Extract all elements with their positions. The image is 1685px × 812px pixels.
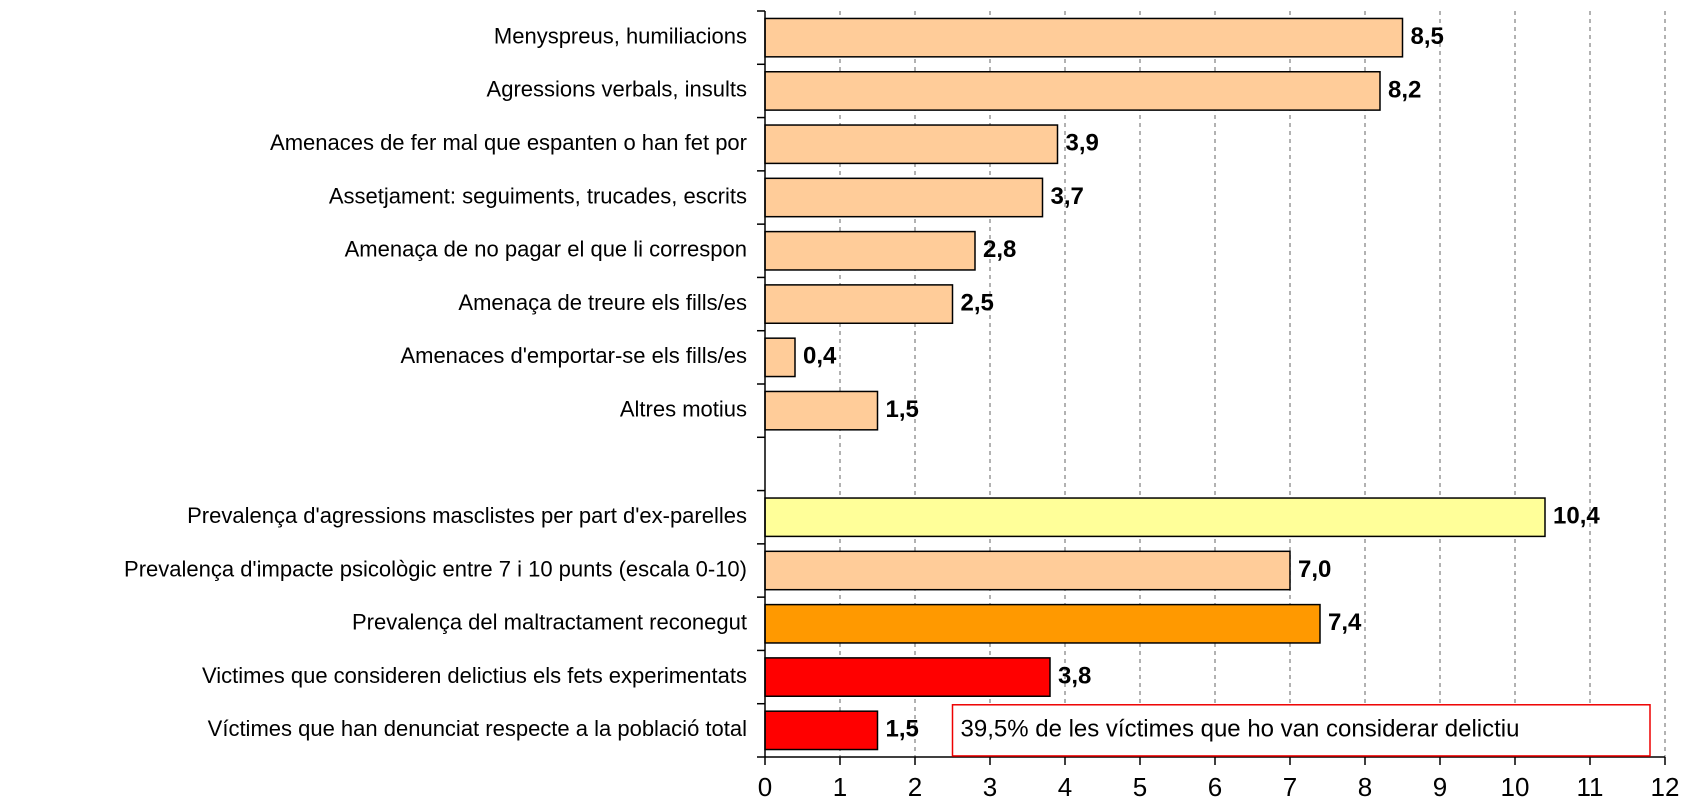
x-tick-label: 10 [1501,772,1530,802]
value-label: 10,4 [1553,503,1600,530]
bar [764,337,796,378]
x-tick-label: 4 [1058,772,1072,802]
value-label: 1,5 [886,396,919,423]
value-label: 7,4 [1328,609,1362,636]
value-label: 8,2 [1388,76,1421,103]
value-label: 3,7 [1051,183,1084,210]
y-tick-label: Assetjament: seguiments, trucades, escri… [329,183,747,208]
y-tick-label: Altres motius [620,396,747,421]
annotation: 39,5% de les víctimes que ho van conside… [961,716,1520,743]
y-tick-label: Amenaça de no pagar el que li correspon [345,237,747,262]
bar [764,390,879,431]
x-tick-label: 2 [908,772,922,802]
bar [764,603,1321,644]
x-tick-label: 6 [1208,772,1222,802]
value-label: 2,5 [961,289,994,316]
value-label: 2,8 [983,236,1016,263]
x-tick-label: 1 [833,772,847,802]
y-tick-label: Amenaces d'emportar-se els fills/es [400,343,747,368]
x-tick-label: 0 [758,772,772,802]
bar [764,657,1051,698]
y-tick-label: Victimes que consideren delictius els fe… [202,663,747,688]
x-tick-label: 3 [983,772,997,802]
y-tick-label: Amenaces de fer mal que espanten o han f… [270,130,747,155]
value-label: 0,4 [803,343,837,370]
y-tick-label: Prevalença d'impacte psicològic entre 7 … [124,556,747,581]
value-label: 3,9 [1066,130,1099,157]
value-label: 7,0 [1298,556,1331,583]
value-label: 1,5 [886,716,919,743]
bar [764,70,1381,111]
x-tick-label: 5 [1133,772,1147,802]
value-label: 8,5 [1411,23,1444,50]
y-tick-label: Amenaça de treure els fills/es [458,290,747,315]
x-tick-label: 12 [1651,772,1680,802]
x-tick-label: 9 [1433,772,1447,802]
bar [764,284,954,325]
annotation-box [951,704,1651,757]
x-tick-label: 7 [1283,772,1297,802]
y-tick-label: Menyspreus, humiliacions [494,23,747,48]
bar [764,550,1291,591]
bar [764,17,1404,58]
bar [764,177,1044,218]
value-label: 3,8 [1058,662,1091,689]
bar [764,124,1059,165]
x-tick-label: 11 [1577,772,1604,802]
y-tick-label: Prevalença del maltractament reconegut [352,610,747,635]
y-tick-label: Víctimes que han denunciat respecte a la… [208,716,747,741]
bar [764,230,976,271]
y-tick-label: Agressions verbals, insults [487,77,747,102]
bar [764,710,879,751]
x-tick-label: 8 [1358,772,1372,802]
bar [764,497,1546,538]
y-tick-label: Prevalença d'agressions masclistes per p… [187,503,747,528]
